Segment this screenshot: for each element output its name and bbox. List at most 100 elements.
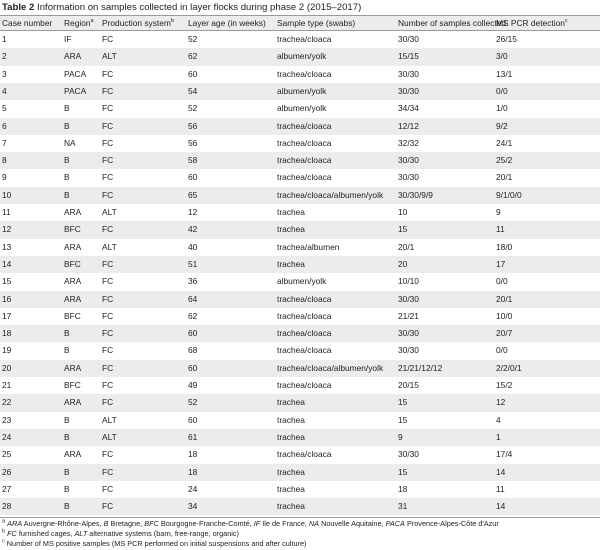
cell-case-number: 25 — [2, 449, 12, 460]
cell-production-system: ALT — [102, 207, 117, 217]
cell-sample-type: trachea — [277, 414, 305, 425]
cell-region: B — [64, 120, 70, 131]
table-row: 15 ARA FC 36 albumen/yolk 10/10 0/0 — [0, 273, 600, 290]
cell-ms-pcr-detection: 1/0 — [496, 103, 508, 114]
cell-case-number: 16 — [2, 293, 12, 304]
cell-ms-pcr-detection: 0/0 — [496, 85, 508, 96]
cell-layer-age: 18 — [188, 449, 198, 460]
footnote-c: c Number of MS positive samples (MS PCR … — [2, 538, 307, 548]
cell-region: BFC — [64, 380, 81, 390]
cell-production-system: FC — [102, 397, 114, 408]
cell-sample-type: trachea/cloaca — [277, 172, 332, 183]
cell-sample-type: trachea/cloaca/albumen/yolk — [277, 362, 384, 373]
cell-sample-type: trachea/cloaca — [277, 310, 332, 321]
cell-production-system: FC — [102, 85, 114, 96]
cell-production-system: FC — [102, 310, 114, 321]
cell-region: BFC — [64, 310, 81, 321]
table-row: 24 B ALT 61 trachea 9 1 — [0, 428, 600, 447]
cell-sample-type: trachea/albumen — [277, 241, 340, 252]
cell-production-system: FC — [102, 155, 114, 166]
cell-number-of-samples: 21/21 — [398, 310, 419, 321]
cell-ms-pcr-detection: 11 — [496, 483, 505, 494]
cell-number-of-samples: 30/30 — [398, 172, 419, 183]
cell-layer-age: 49 — [188, 380, 198, 390]
cell-sample-type: trachea — [277, 258, 305, 269]
cell-case-number: 2 — [2, 51, 7, 62]
cell-number-of-samples: 30/30 — [398, 293, 419, 304]
cell-sample-type: trachea/cloaca — [277, 120, 332, 131]
footnote-a: a ARA Auvergne-Rhône-Alpes, B Bretagne, … — [2, 518, 499, 528]
table-row: 1 IF FC 52 trachea/cloaca 30/30 26/15 — [0, 31, 600, 48]
cell-number-of-samples: 30/30 — [398, 68, 419, 79]
cell-case-number: 28 — [2, 501, 12, 512]
cell-case-number: 3 — [2, 68, 7, 79]
cell-production-system: FC — [102, 380, 114, 390]
cell-sample-type: trachea — [277, 431, 305, 442]
cell-sample-type: trachea — [277, 207, 305, 217]
cell-layer-age: 61 — [188, 431, 198, 442]
cell-layer-age: 60 — [188, 172, 198, 183]
table-row: 13 ARA ALT 40 trachea/albumen 20/1 18/0 — [0, 239, 600, 256]
cell-sample-type: trachea/cloaca — [277, 380, 332, 390]
cell-region: NA — [64, 137, 76, 148]
cell-ms-pcr-detection: 1 — [496, 431, 501, 442]
table-label: Table 2 — [2, 2, 35, 13]
cell-case-number: 4 — [2, 85, 7, 96]
cell-layer-age: 52 — [188, 34, 198, 44]
cell-case-number: 10 — [2, 189, 12, 200]
cell-layer-age: 62 — [188, 51, 198, 62]
cell-sample-type: trachea/cloaca — [277, 34, 332, 44]
table-row: 27 B FC 24 trachea 18 11 — [0, 481, 600, 498]
header-ms-pcr-detection: MS PCR detectionc — [496, 18, 568, 28]
cell-case-number: 15 — [2, 276, 12, 287]
table-row: 14 BFC FC 51 trachea 20 17 — [0, 255, 600, 274]
table-caption: Table 2 Information on samples collected… — [2, 2, 361, 13]
cell-number-of-samples: 20 — [398, 258, 408, 269]
cell-number-of-samples: 15 — [398, 397, 408, 408]
cell-case-number: 17 — [2, 310, 12, 321]
cell-sample-type: trachea/cloaca — [277, 155, 332, 166]
cell-sample-type: trachea/cloaca — [277, 68, 332, 79]
cell-production-system: FC — [102, 189, 114, 200]
table-row: 21 BFC FC 49 trachea/cloaca 20/15 15/2 — [0, 377, 600, 394]
table-row: 4 PACA FC 54 albumen/yolk 30/30 0/0 — [0, 82, 600, 101]
cell-sample-type: trachea — [277, 397, 305, 408]
cell-sample-type: albumen/yolk — [277, 85, 327, 96]
table-title: Information on samples collected in laye… — [37, 2, 362, 13]
cell-region: ARA — [64, 276, 82, 287]
cell-layer-age: 24 — [188, 483, 198, 494]
cell-production-system: FC — [102, 449, 114, 460]
cell-case-number: 7 — [2, 137, 7, 148]
table-row: 25 ARA FC 18 trachea/cloaca 30/30 17/4 — [0, 446, 600, 463]
cell-layer-age: 34 — [188, 501, 198, 512]
cell-production-system: ALT — [102, 241, 117, 252]
cell-production-system: FC — [102, 34, 114, 44]
cell-region: B — [64, 431, 70, 442]
cell-region: B — [64, 328, 70, 339]
cell-layer-age: 65 — [188, 189, 198, 200]
cell-region: PACA — [64, 85, 87, 96]
cell-number-of-samples: 20/15 — [398, 380, 419, 390]
footnote-b: b FC furnished cages, ALT alternative sy… — [2, 528, 239, 538]
cell-ms-pcr-detection: 10/0 — [496, 310, 513, 321]
cell-number-of-samples: 10/10 — [398, 276, 419, 287]
cell-sample-type: trachea/cloaca — [277, 137, 332, 148]
cell-case-number: 11 — [2, 207, 11, 217]
cell-ms-pcr-detection: 9 — [496, 207, 501, 217]
cell-layer-age: 60 — [188, 328, 198, 339]
cell-region: ARA — [64, 207, 82, 217]
cell-ms-pcr-detection: 18/0 — [496, 241, 513, 252]
table-row: 5 B FC 52 albumen/yolk 34/34 1/0 — [0, 100, 600, 117]
cell-ms-pcr-detection: 20/1 — [496, 293, 513, 304]
cell-region: BFC — [64, 258, 81, 269]
cell-number-of-samples: 12/12 — [398, 120, 419, 131]
cell-number-of-samples: 30/30 — [398, 328, 419, 339]
cell-ms-pcr-detection: 11 — [496, 224, 505, 235]
cell-case-number: 21 — [2, 380, 12, 390]
cell-sample-type: trachea/cloaca — [277, 345, 332, 356]
cell-ms-pcr-detection: 20/7 — [496, 328, 513, 339]
cell-production-system: FC — [102, 501, 114, 512]
table-row: 10 B FC 65 trachea/cloaca/albumen/yolk 30/30/… — [0, 186, 600, 204]
cell-case-number: 20 — [2, 362, 12, 373]
